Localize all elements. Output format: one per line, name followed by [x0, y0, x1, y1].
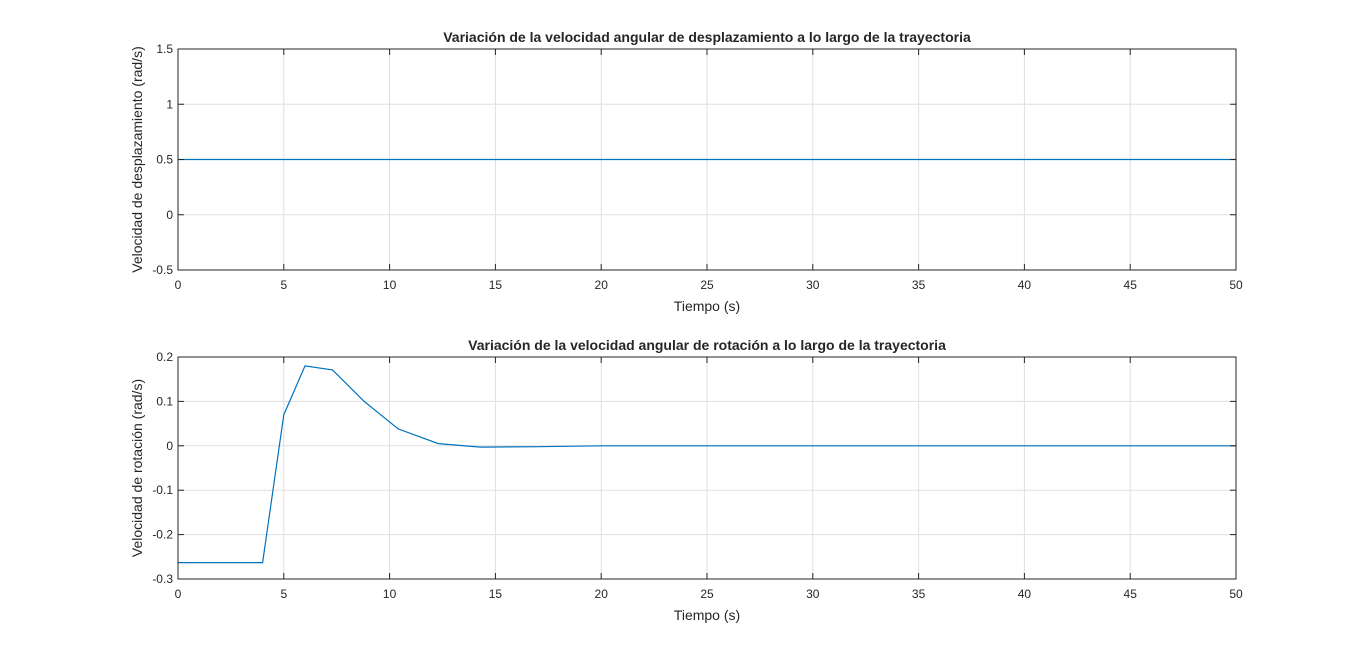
x-tick-label: 25 — [700, 587, 714, 601]
y-axis-label: Velocidad de desplazamiento (rad/s) — [129, 46, 145, 272]
y-tick-label: -0.5 — [152, 263, 173, 277]
x-tick-label: 30 — [806, 278, 820, 292]
x-tick-label: 25 — [700, 278, 714, 292]
x-tick-label: 20 — [595, 587, 609, 601]
y-tick-label: -0.2 — [152, 528, 173, 542]
y-tick-label: 0 — [166, 208, 173, 222]
y-tick-label: 0.1 — [156, 394, 173, 408]
x-tick-label: 40 — [1018, 278, 1032, 292]
x-axis-label: Tiempo (s) — [674, 298, 740, 314]
y-axis-label: Velocidad de rotación (rad/s) — [129, 379, 145, 557]
y-tick-label: 1.5 — [156, 42, 173, 56]
y-tick-label: -0.1 — [152, 483, 173, 497]
y-tick-label: 0.2 — [156, 350, 173, 364]
x-tick-label: 5 — [280, 587, 287, 601]
x-tick-label: 50 — [1229, 278, 1243, 292]
y-tick-label: 0 — [166, 439, 173, 453]
x-axis-label: Tiempo (s) — [674, 607, 740, 623]
x-tick-label: 45 — [1124, 278, 1138, 292]
y-tick-label: 0.5 — [156, 153, 173, 167]
x-tick-label: 10 — [383, 278, 397, 292]
x-tick-label: 15 — [489, 587, 503, 601]
y-tick-label: -0.3 — [152, 572, 173, 586]
x-tick-label: 50 — [1229, 587, 1243, 601]
series-line — [178, 365, 1236, 564]
x-tick-label: 15 — [489, 278, 503, 292]
chart-title: Variación de la velocidad angular de des… — [443, 29, 971, 45]
chart-title: Variación de la velocidad angular de rot… — [468, 337, 946, 353]
y-tick-label: 1 — [166, 97, 173, 111]
x-tick-label: 20 — [595, 278, 609, 292]
x-tick-label: 40 — [1018, 587, 1032, 601]
x-tick-label: 0 — [175, 587, 182, 601]
top-plot-displacement-velocity: 0 5 10 15 20 25 30 35 40 45 50-0.500.511.5Variació… — [129, 29, 1243, 314]
x-tick-label: 30 — [806, 587, 820, 601]
x-tick-label: 5 — [280, 278, 287, 292]
x-tick-label: 45 — [1124, 587, 1138, 601]
x-tick-label: 35 — [912, 278, 926, 292]
bottom-plot-rotation-velocity: 0 5 10 15 20 25 30 35 40 45 50 -0.3 -0.2 -0.1 0 0.1 0.2 V… — [129, 337, 1243, 623]
x-tick-label: 35 — [912, 587, 926, 601]
x-tick-label: 10 — [383, 587, 397, 601]
x-tick-label: 0 — [175, 278, 182, 292]
